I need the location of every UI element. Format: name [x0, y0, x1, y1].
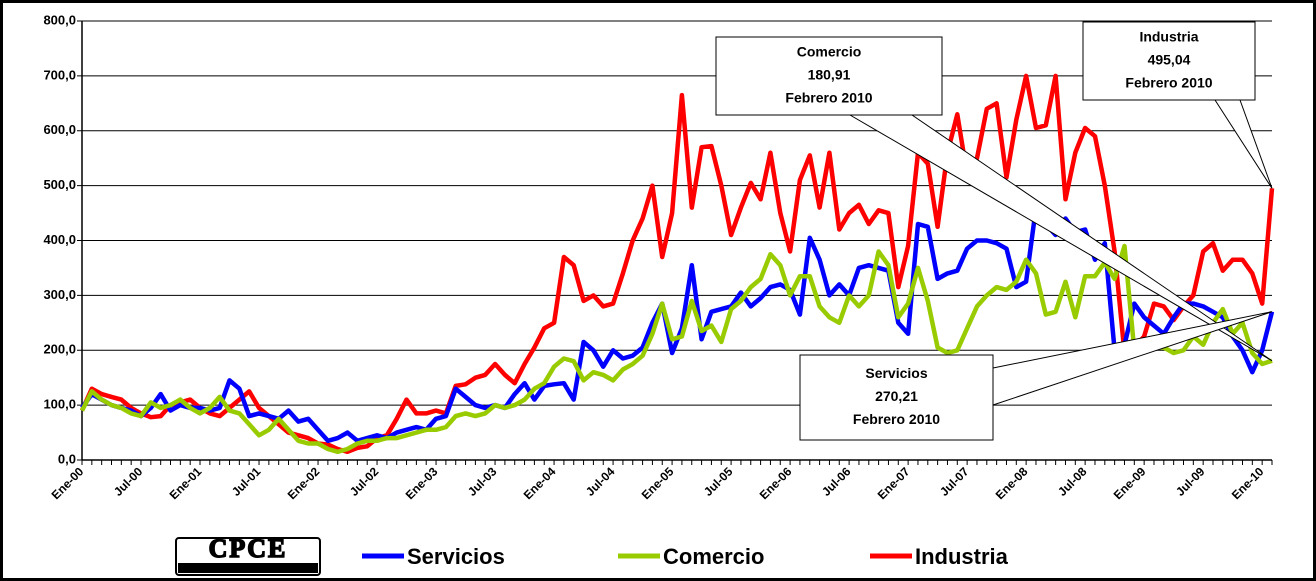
y-tick-label: 800,0: [43, 12, 76, 27]
series-line: [79, 243, 1273, 455]
annotation-box: [1082, 21, 1256, 101]
annotation-text: Febrero 2010: [853, 411, 940, 427]
annotation-pointer: [849, 114, 1273, 362]
y-tick-label: 300,0: [43, 287, 76, 302]
annotation-text: Febrero 2010: [1125, 75, 1212, 91]
y-tick-label: 200,0: [43, 342, 76, 357]
logo-band: [178, 563, 318, 573]
logo-text: CPCE: [209, 534, 288, 563]
annotation-text: 270,21: [875, 388, 918, 404]
logo-subtext: CORDOBA: [211, 563, 286, 573]
y-tick-label: 0,0: [58, 451, 76, 466]
y-tick-label: 400,0: [43, 232, 76, 247]
legend-label: Comercio: [663, 544, 764, 569]
legend-label: Industria: [915, 544, 1009, 569]
y-tick-label: 500,0: [43, 177, 76, 192]
annotation-box: [715, 36, 943, 116]
y-tick-label: 600,0: [43, 122, 76, 137]
annotation-text: Servicios: [865, 365, 927, 381]
annotation-text: Comercio: [797, 44, 862, 60]
annotation-pointer: [992, 311, 1273, 406]
y-tick-label: 700,0: [43, 67, 76, 82]
y-tick-label: 100,0: [43, 397, 76, 412]
series-line: [79, 73, 1275, 455]
annotation-box: [799, 354, 994, 441]
annotation-text: Industria: [1139, 29, 1198, 45]
annotation-text: Febrero 2010: [785, 90, 872, 106]
legend-label: Servicios: [407, 544, 505, 569]
annotation-text: 180,91: [808, 67, 851, 83]
annotation-pointer: [1214, 99, 1273, 189]
annotation-text: 495,04: [1148, 52, 1191, 68]
